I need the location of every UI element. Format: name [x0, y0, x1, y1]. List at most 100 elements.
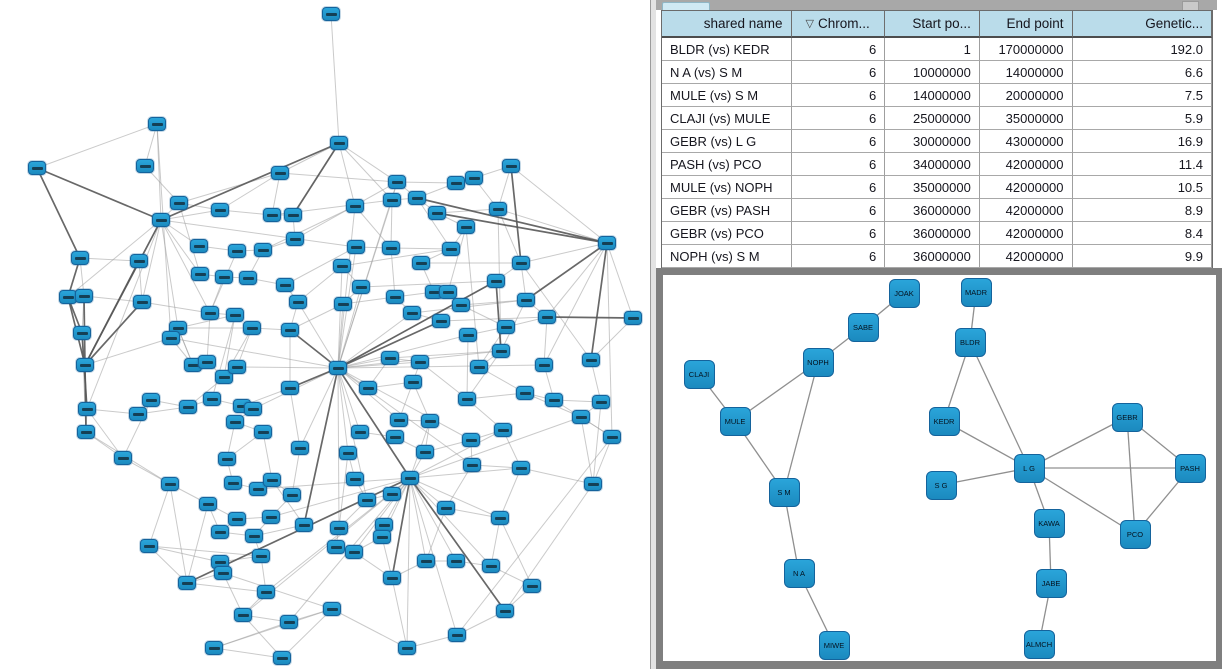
- network-node[interactable]: [470, 360, 488, 374]
- subnetwork-node-mule[interactable]: MULE: [719, 406, 751, 436]
- network-node[interactable]: [437, 501, 455, 515]
- network-node[interactable]: [148, 117, 166, 131]
- subnetwork-node-s-g[interactable]: S G: [925, 470, 957, 500]
- network-node[interactable]: [346, 199, 364, 213]
- network-node[interactable]: [352, 280, 370, 294]
- network-node[interactable]: [584, 477, 602, 491]
- table-row[interactable]: N A (vs) S M 6 10000000 14000000 6.6: [662, 61, 1212, 84]
- subnetwork-node-madr[interactable]: MADR: [960, 277, 992, 307]
- network-node[interactable]: [390, 413, 408, 427]
- network-node[interactable]: [398, 641, 416, 655]
- column-header-sharedname[interactable]: shared name: [662, 11, 792, 38]
- network-node[interactable]: [603, 430, 621, 444]
- network-node[interactable]: [345, 545, 363, 559]
- network-node[interactable]: [75, 289, 93, 303]
- network-node[interactable]: [234, 608, 252, 622]
- network-node[interactable]: [322, 7, 340, 21]
- column-header-chrom[interactable]: ▽ Chrom...: [791, 11, 886, 38]
- network-node[interactable]: [463, 458, 481, 472]
- network-node[interactable]: [404, 375, 422, 389]
- column-header-startpo[interactable]: Start po...: [885, 11, 980, 38]
- subnetwork-node-sabe[interactable]: SABE: [847, 312, 879, 342]
- network-node[interactable]: [218, 452, 236, 466]
- subnetwork-node-almch[interactable]: ALMCH: [1023, 629, 1055, 659]
- network-node[interactable]: [323, 602, 341, 616]
- network-node[interactable]: [401, 471, 419, 485]
- network-node[interactable]: [203, 392, 221, 406]
- network-node[interactable]: [386, 430, 404, 444]
- network-node[interactable]: [428, 206, 446, 220]
- subnetwork-node-pash[interactable]: PASH: [1174, 453, 1206, 483]
- network-node[interactable]: [347, 240, 365, 254]
- network-node[interactable]: [276, 278, 294, 292]
- network-node[interactable]: [535, 358, 553, 372]
- network-node[interactable]: [491, 511, 509, 525]
- network-node[interactable]: [289, 295, 307, 309]
- subnetwork-node-bldr[interactable]: BLDR: [954, 327, 986, 357]
- network-node[interactable]: [254, 243, 272, 257]
- network-node[interactable]: [283, 488, 301, 502]
- table-row[interactable]: NOPH (vs) S M 6 36000000 42000000 9.9: [662, 245, 1212, 268]
- network-node[interactable]: [339, 446, 357, 460]
- network-node[interactable]: [133, 295, 151, 309]
- network-node[interactable]: [211, 525, 229, 539]
- network-node[interactable]: [482, 559, 500, 573]
- column-header-genetic[interactable]: Genetic...: [1072, 11, 1212, 38]
- network-node[interactable]: [496, 604, 514, 618]
- network-node[interactable]: [516, 386, 534, 400]
- network-node[interactable]: [373, 530, 391, 544]
- network-node[interactable]: [129, 407, 147, 421]
- network-node[interactable]: [199, 497, 217, 511]
- network-node[interactable]: [280, 615, 298, 629]
- table-row[interactable]: CLAJI (vs) MULE 6 25000000 35000000 5.9: [662, 107, 1212, 130]
- network-node[interactable]: [492, 344, 510, 358]
- network-node[interactable]: [346, 472, 364, 486]
- subnetwork-node-noph[interactable]: NOPH: [802, 347, 834, 377]
- network-node[interactable]: [582, 353, 600, 367]
- network-node[interactable]: [295, 518, 313, 532]
- network-node[interactable]: [228, 360, 246, 374]
- network-node[interactable]: [224, 476, 242, 490]
- subnetwork-node-kedr[interactable]: KEDR: [928, 406, 960, 436]
- network-node[interactable]: [249, 482, 267, 496]
- network-node[interactable]: [351, 425, 369, 439]
- subnetwork-node-gebr[interactable]: GEBR: [1111, 402, 1143, 432]
- network-node[interactable]: [281, 323, 299, 337]
- network-node[interactable]: [388, 175, 406, 189]
- column-header-endpoint[interactable]: End point: [979, 11, 1073, 38]
- network-node[interactable]: [382, 241, 400, 255]
- subnetwork-node-l-g[interactable]: L G: [1013, 453, 1045, 483]
- network-node[interactable]: [447, 176, 465, 190]
- network-node[interactable]: [334, 297, 352, 311]
- network-node[interactable]: [71, 251, 89, 265]
- network-node[interactable]: [465, 171, 483, 185]
- network-node[interactable]: [254, 425, 272, 439]
- network-node[interactable]: [273, 651, 291, 665]
- network-node[interactable]: [73, 326, 91, 340]
- subnetwork-node-kawa[interactable]: KAWA: [1033, 508, 1065, 538]
- network-node[interactable]: [191, 267, 209, 281]
- network-node[interactable]: [77, 425, 95, 439]
- table-row[interactable]: BLDR (vs) KEDR 6 1 170000000 192.0: [662, 38, 1212, 61]
- network-node[interactable]: [412, 256, 430, 270]
- filter-icon[interactable]: ▽: [805, 18, 814, 30]
- network-node[interactable]: [457, 220, 475, 234]
- network-node[interactable]: [244, 402, 262, 416]
- network-node[interactable]: [442, 242, 460, 256]
- network-node[interactable]: [517, 293, 535, 307]
- network-node[interactable]: [359, 381, 377, 395]
- subnetwork-node-claji[interactable]: CLAJI: [683, 359, 715, 389]
- network-node[interactable]: [386, 290, 404, 304]
- network-node[interactable]: [252, 549, 270, 563]
- network-node[interactable]: [152, 213, 170, 227]
- network-node[interactable]: [383, 571, 401, 585]
- network-node[interactable]: [291, 441, 309, 455]
- network-node[interactable]: [190, 239, 208, 253]
- network-node[interactable]: [452, 298, 470, 312]
- table-row[interactable]: PASH (vs) PCO 6 34000000 42000000 11.4: [662, 153, 1212, 176]
- network-node[interactable]: [178, 576, 196, 590]
- network-node[interactable]: [170, 196, 188, 210]
- network-node[interactable]: [383, 487, 401, 501]
- network-node[interactable]: [140, 539, 158, 553]
- network-node[interactable]: [545, 393, 563, 407]
